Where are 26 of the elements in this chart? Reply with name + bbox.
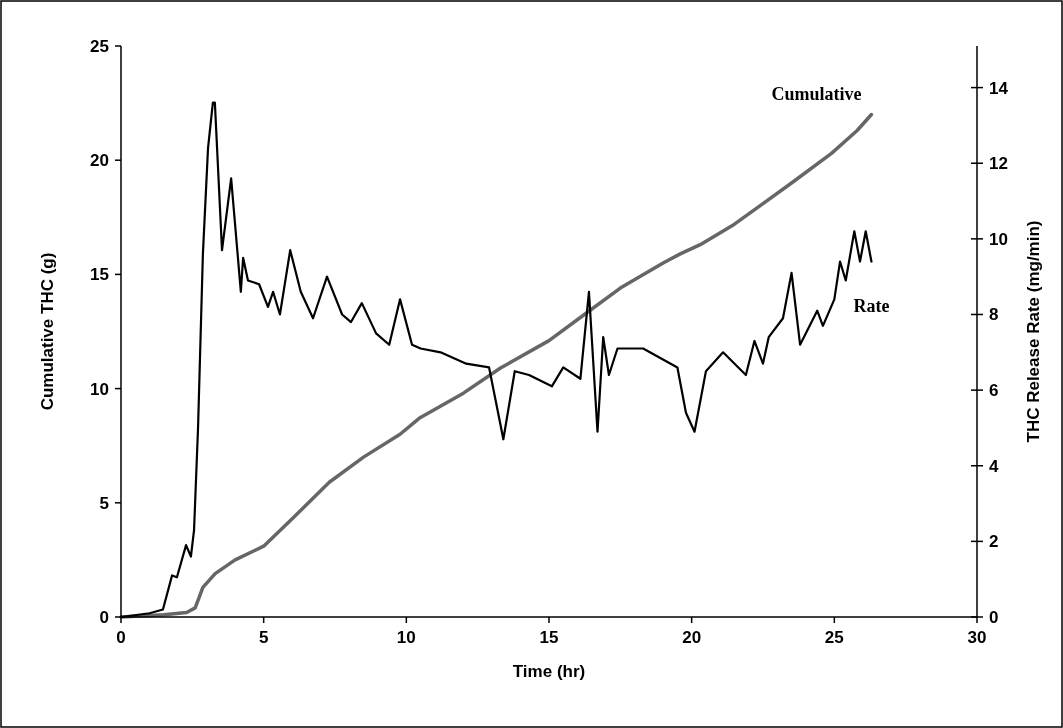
y-tick-label: 10: [90, 379, 109, 399]
x-tick-label: 0: [116, 628, 126, 647]
x-axis-title: Time (hr): [512, 662, 586, 681]
y2-tick-label: 8: [989, 305, 999, 325]
x-tick-label: 20: [682, 628, 702, 647]
y2-tick-label: 12: [989, 154, 1008, 174]
series-label: Rate: [853, 295, 890, 316]
y2-tick-label: 4: [989, 456, 999, 476]
y2-tick-label: 0: [989, 608, 999, 627]
y2-tick-label: 2: [989, 532, 999, 552]
y-tick-label: 20: [90, 151, 109, 171]
y2-tick-label: 14: [989, 78, 1009, 98]
x-tick-label: 25: [824, 628, 844, 647]
y2-axis-title: THC Release Rate (mg/min): [1024, 220, 1043, 443]
y-tick-label: 15: [90, 265, 109, 285]
series-label: Cumulative: [771, 83, 862, 104]
x-tick-label: 10: [396, 628, 416, 647]
y-tick-label: 5: [99, 493, 109, 513]
y-axis-title: Cumulative THC (g): [38, 252, 57, 411]
x-tick-label: 5: [258, 628, 269, 647]
y-tick-label: 0: [99, 608, 109, 627]
x-tick-label: 30: [967, 628, 987, 647]
y-tick-label: 25: [90, 37, 109, 56]
y2-tick-label: 10: [989, 229, 1008, 249]
y2-tick-label: 6: [989, 381, 999, 401]
x-tick-label: 15: [539, 628, 559, 647]
